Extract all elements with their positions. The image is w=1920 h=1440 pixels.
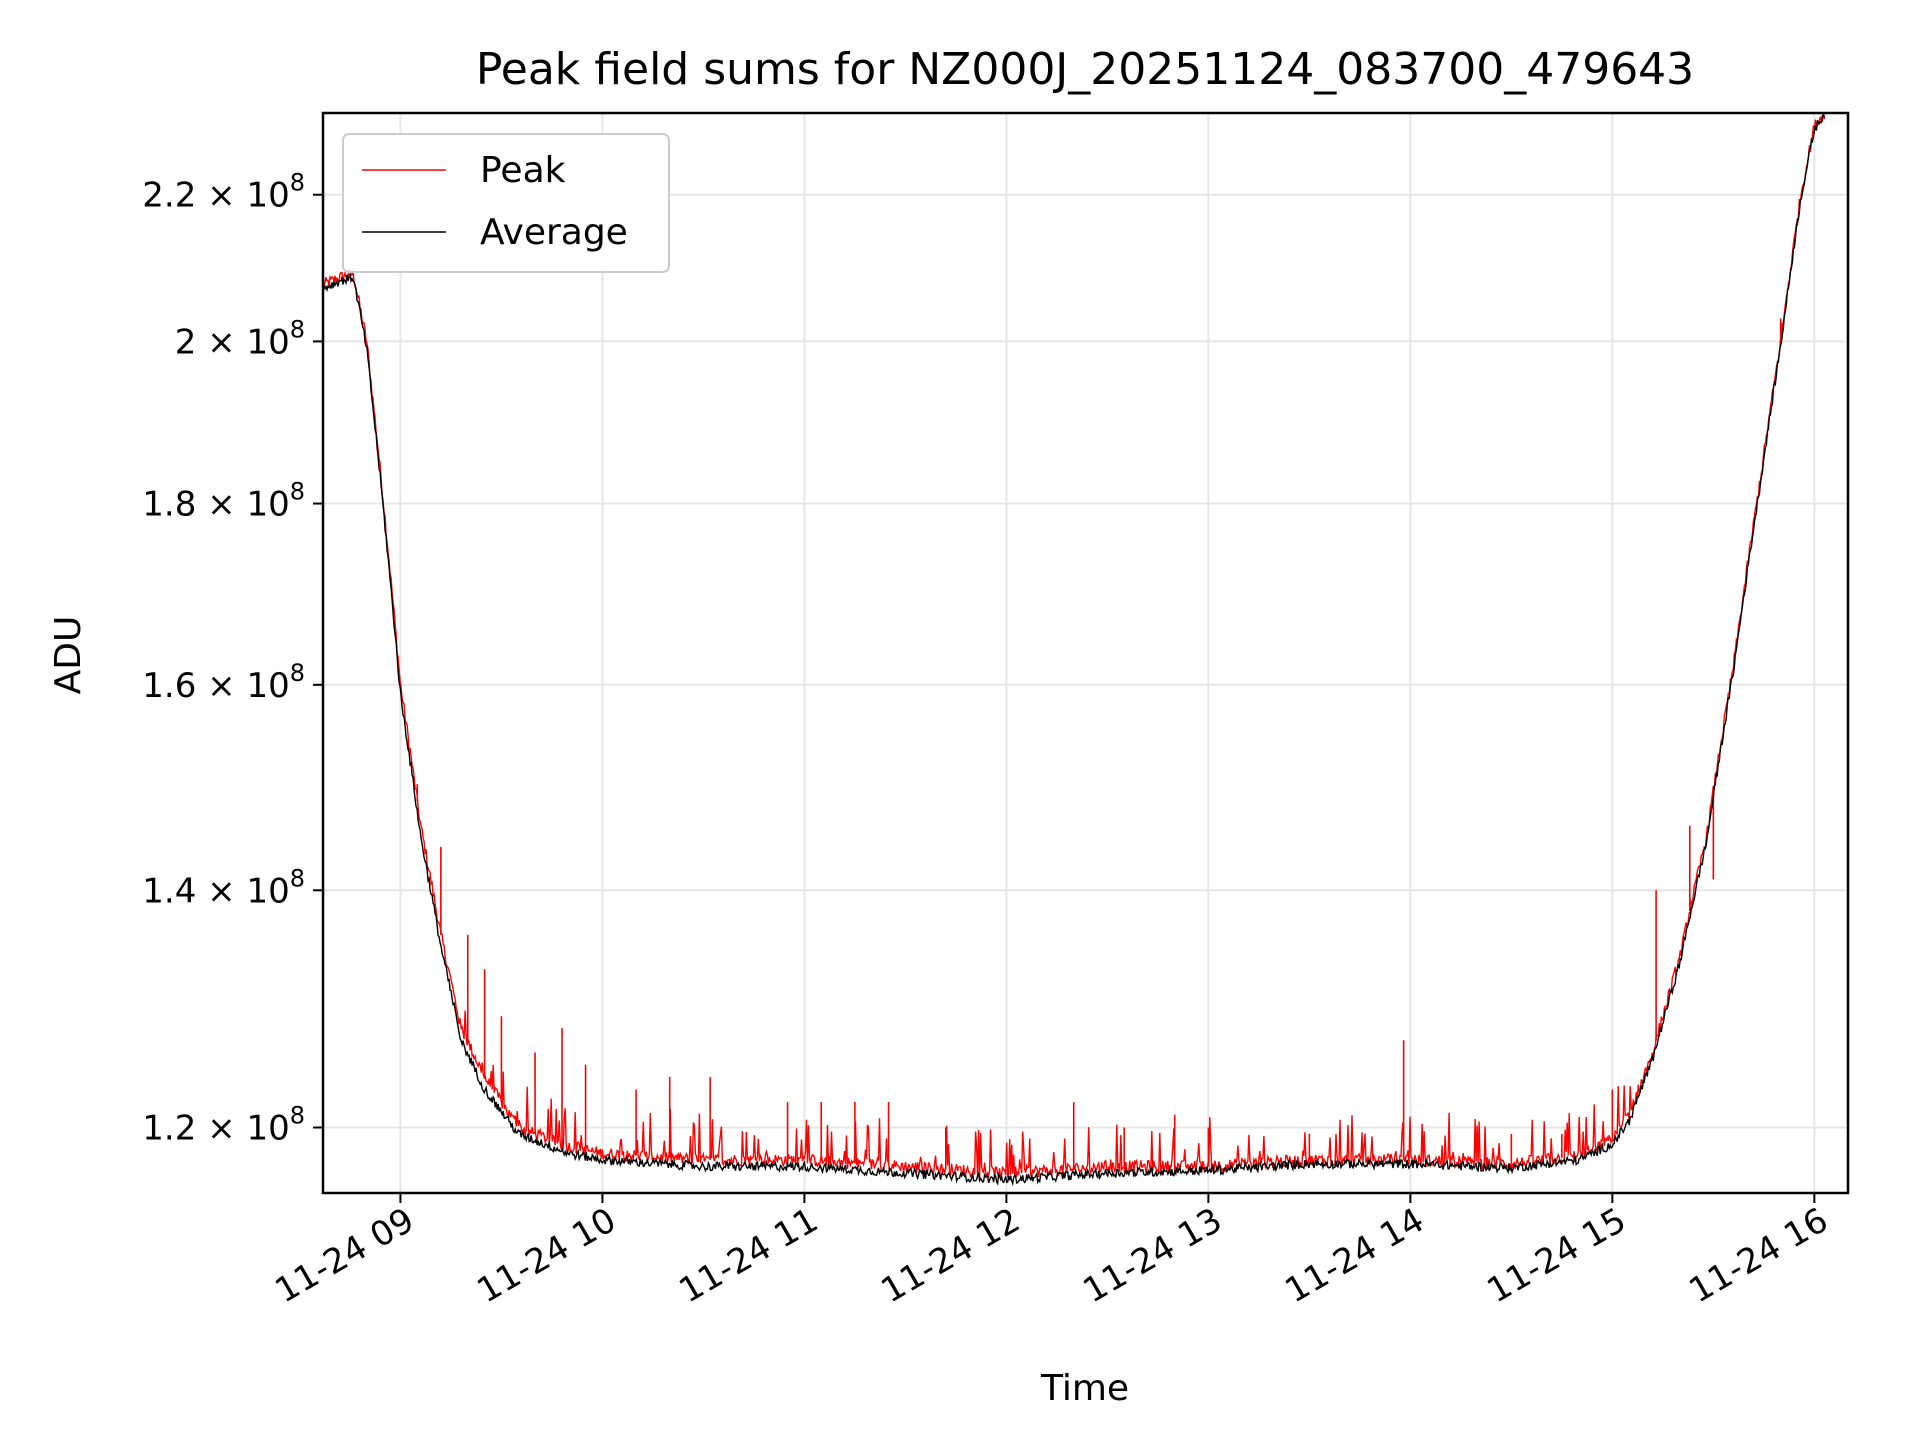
plot-frame bbox=[321, 111, 1850, 1195]
y-tick-label: 2.2 × 108 bbox=[142, 169, 305, 216]
y-axis: 1.2 × 108 1.4 × 108 1.6 × 108 1.8 × 108 2 × … bbox=[142, 169, 323, 1149]
y-axis-label: ADU bbox=[48, 616, 89, 695]
legend-label: Average bbox=[480, 212, 628, 253]
y-tick-label: 1.6 × 108 bbox=[142, 659, 305, 706]
legend-label: Peak bbox=[480, 150, 566, 191]
chart-title: Peak field sums for NZ000J_20251124_0837… bbox=[476, 44, 1694, 95]
y-tick-label: 1.8 × 108 bbox=[142, 478, 305, 525]
legend-box bbox=[342, 133, 670, 273]
series-line-average bbox=[323, 113, 1826, 1187]
x-axis-label: Time bbox=[1040, 1368, 1129, 1409]
grid bbox=[323, 113, 1848, 1193]
series-layer bbox=[323, 113, 1826, 1187]
legend: Peak Average bbox=[342, 133, 670, 273]
y-tick-label: 1.4 × 108 bbox=[142, 864, 305, 911]
y-tick-label: 2 × 108 bbox=[175, 315, 305, 362]
y-tick-label: 1.2 × 108 bbox=[142, 1102, 305, 1149]
